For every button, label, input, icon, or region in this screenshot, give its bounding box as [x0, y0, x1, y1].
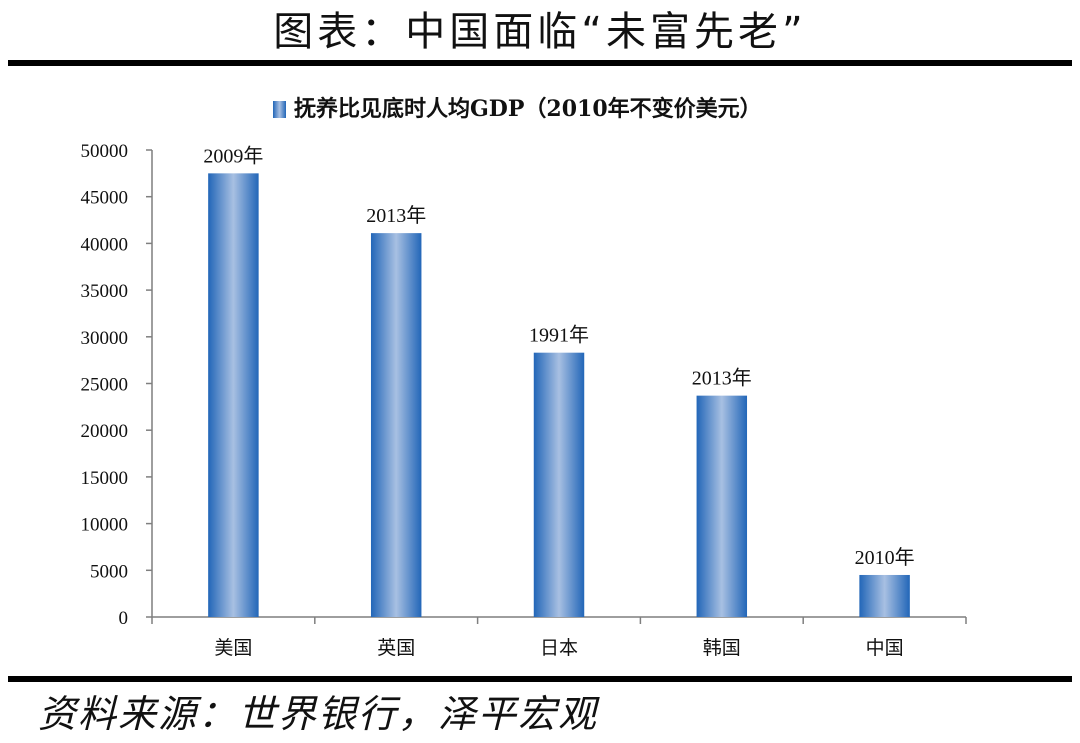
y-tick-label: 40000: [81, 234, 129, 255]
y-tick-label: 35000: [81, 281, 129, 302]
data-labels: 2009年 2013年 1991年 2013年 2010年: [203, 144, 914, 569]
bar: [370, 233, 422, 617]
bar-data-label: 2013年: [692, 367, 752, 390]
bar: [533, 352, 585, 617]
y-tick-label: 15000: [81, 468, 129, 489]
bottom-rule: [8, 676, 1072, 682]
bar: [859, 574, 910, 617]
y-tick-label: 20000: [81, 421, 129, 442]
top-rule: [8, 60, 1072, 66]
bar-series: [208, 173, 910, 617]
chart-legend: 抚养比见底时人均GDP（2010年不变价美元）: [273, 96, 762, 122]
y-axis: 0 5000 10000 15000 20000 25000 30000 35000 40000…: [81, 141, 153, 629]
y-tick-label: 50000: [81, 141, 129, 162]
figure-title: 图表：中国面临“未富先老”: [273, 9, 807, 55]
bar-data-label: 2010年: [855, 546, 915, 569]
y-tick-label: 30000: [81, 328, 129, 349]
bar: [696, 395, 748, 617]
y-tick-label: 5000: [90, 561, 128, 582]
y-tick-label: 10000: [81, 515, 129, 536]
y-tick-label: 25000: [81, 375, 129, 396]
x-axis: 美国 英国 日本 韩国 中国: [151, 616, 967, 659]
x-category-label: 美国: [214, 637, 252, 659]
x-category-label: 日本: [540, 637, 578, 659]
source-note: 资料来源：世界银行，泽平宏观: [38, 692, 599, 736]
x-category-label: 中国: [866, 637, 904, 659]
y-tick-label: 45000: [81, 188, 129, 209]
legend-label: 抚养比见底时人均GDP（2010年不变价美元）: [294, 96, 762, 122]
bar-data-label: 2013年: [366, 204, 426, 227]
x-category-label: 英国: [377, 637, 415, 659]
bar-chart: 抚养比见底时人均GDP（2010年不变价美元） 0 5000 10000 15000 2…: [81, 96, 967, 659]
bar: [208, 173, 259, 617]
legend-swatch: [273, 101, 286, 118]
bar-data-label: 1991年: [529, 324, 589, 347]
x-category-label: 韩国: [703, 637, 741, 659]
y-tick-label: 0: [119, 608, 129, 629]
bar-data-label: 2009年: [203, 144, 263, 167]
